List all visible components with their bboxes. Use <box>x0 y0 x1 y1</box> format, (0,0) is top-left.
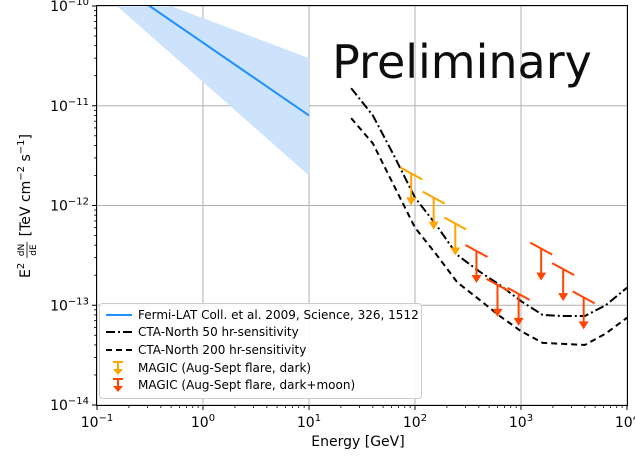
y-tick-label: 10−10 <box>50 0 89 15</box>
y-label-s-sup: −1 <box>16 139 27 154</box>
y-label-e-sup: 2 <box>16 263 27 269</box>
upper-limit-3-1 <box>422 190 446 230</box>
series-line-2 <box>350 117 627 346</box>
y-tick-label: 10−11 <box>50 97 89 115</box>
y-label-units-close: ] <box>18 134 34 139</box>
y-tick-label: 10−12 <box>50 197 89 215</box>
y-tick-label: 10−14 <box>50 396 89 414</box>
y-label-units-s: s <box>18 154 34 166</box>
y-label-frac-num: dN <box>17 244 27 256</box>
fermi-confidence-band <box>116 6 309 176</box>
x-tick-label: 104 <box>615 413 635 431</box>
legend-label-cta50: CTA-North 50 hr-sensitivity <box>138 325 299 339</box>
x-tick-label: 100 <box>191 413 215 431</box>
series-line-0 <box>147 6 310 117</box>
legend-swatch-magic-moon <box>113 378 123 392</box>
upper-limit-4-2 <box>507 287 531 326</box>
x-tick-label: 10−1 <box>81 413 114 431</box>
upper-limit-4-1 <box>486 278 509 317</box>
legend-label-magic-moon: MAGIC (Aug-Sept flare, dark+moon) <box>138 378 355 392</box>
series-line-1 <box>350 87 627 318</box>
upper-limit-4-5 <box>572 290 596 330</box>
preliminary-watermark: Preliminary <box>332 35 592 89</box>
legend-box <box>99 303 422 399</box>
upper-limit-4-3 <box>529 241 553 281</box>
upper-limit-4-4 <box>551 262 575 302</box>
upper-limit-3-2 <box>443 216 467 256</box>
upper-limit-markers <box>399 166 596 330</box>
y-label-frac-den: dE <box>29 244 39 256</box>
svg-text:E2 [TeV cm−2 s−1]: E2 [TeV cm−2 s−1] <box>16 134 34 278</box>
legend-label-cta200: CTA-North 200 hr-sensitivity <box>138 343 306 357</box>
y-axis-ticks: 10−14 10−13 10−12 10−11 10−10 <box>50 0 97 414</box>
upper-limit-3-0 <box>399 166 423 206</box>
fermi-band-area <box>116 6 309 176</box>
legend-label-fermi: Fermi-LAT Coll. et al. 2009, Science, 32… <box>138 308 419 322</box>
y-label-e: E <box>18 269 34 278</box>
y-label-units-open: [TeV cm <box>18 181 34 237</box>
x-tick-label: 102 <box>403 413 427 431</box>
upper-limit-4-0 <box>464 244 488 283</box>
series-lines <box>147 6 627 346</box>
y-axis-label: E2 [TeV cm−2 s−1] dN dE <box>16 134 39 278</box>
y-label-cm-sup: −2 <box>16 166 27 181</box>
x-axis-ticks: 10−1 100 101 102 103 104 <box>81 405 635 431</box>
legend-label-magic-dark: MAGIC (Aug-Sept flare, dark) <box>138 361 311 375</box>
x-axis-label: Energy [GeV] <box>311 434 404 450</box>
x-tick-label: 103 <box>509 413 533 431</box>
y-tick-label: 10−13 <box>50 296 89 314</box>
x-tick-label: 101 <box>297 413 321 431</box>
legend-swatch-magic-dark <box>113 361 123 375</box>
legend: Fermi-LAT Coll. et al. 2009, Science, 32… <box>99 303 422 399</box>
